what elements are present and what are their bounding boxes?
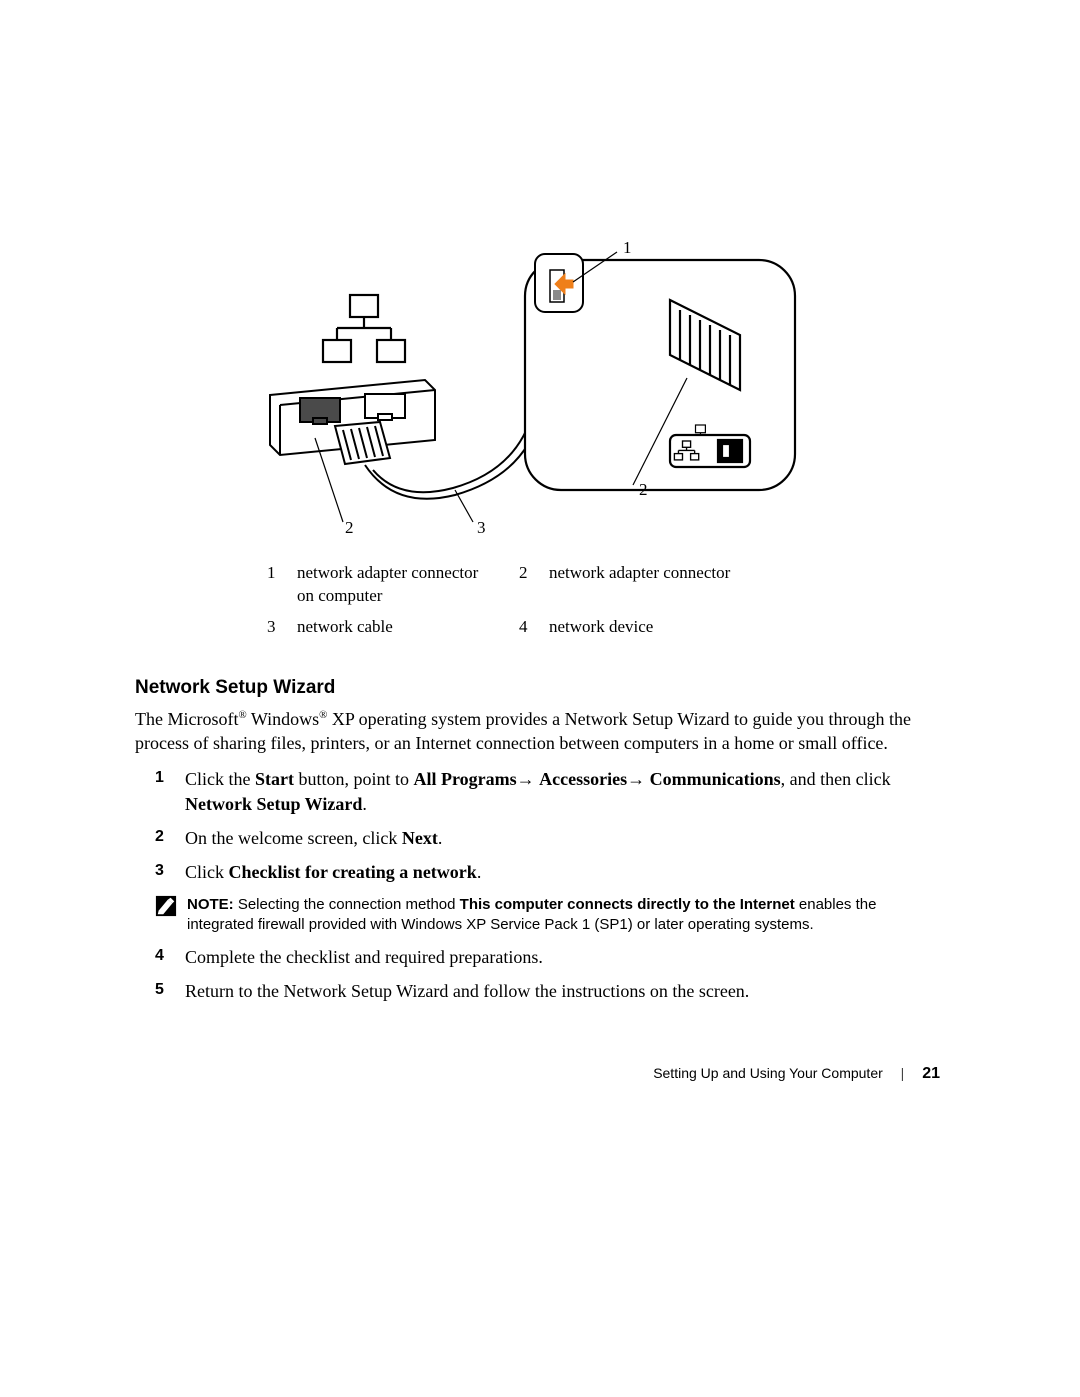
footer-separator: | [901,1065,905,1081]
legend-num: 3 [267,616,295,645]
step-bold: Next [402,828,438,848]
step-item: 4 Complete the checklist and required pr… [155,945,945,969]
registered-mark: ® [238,709,246,721]
step-text: , and then click [781,769,891,789]
step-text: Complete the checklist and required prep… [185,947,543,967]
steps-list: 1 Click the Start button, point to All P… [155,767,945,884]
step-bold: Checklist for creating a network [229,862,477,882]
step-bold: Start [255,769,294,789]
step-bold: All Programs [414,769,517,789]
steps-list-cont: 4 Complete the checklist and required pr… [155,945,945,1004]
callout-2b: 2 [345,518,354,538]
legend-num: 2 [519,562,547,614]
step-bold: Communications [650,769,781,789]
step-text: . [438,828,443,848]
legend-num: 1 [267,562,295,614]
step-number: 4 [155,945,164,967]
step-item: 3 Click Checklist for creating a network… [155,860,945,884]
callout-3: 3 [477,518,486,538]
step-number: 1 [155,767,164,789]
step-bold: Network Setup Wizard [185,794,362,814]
note-text: NOTE: Selecting the connection method Th… [187,895,945,936]
intro-text: Windows [247,709,319,729]
step-text: Return to the Network Setup Wizard and f… [185,981,749,1001]
step-bold: Accessories [539,769,627,789]
note-part: Selecting the connection method [234,896,460,913]
section-heading: Network Setup Wizard [135,677,945,699]
callout-1: 1 [623,238,632,258]
page-footer: Setting Up and Using Your Computer | 21 [653,1065,940,1083]
legend-text: network adapter connector on computer [297,562,517,614]
step-text: . [477,862,482,882]
step-text: button, point to [294,769,414,789]
legend-text: network adapter connector [549,562,769,614]
callout-2a: 2 [639,480,648,500]
step-number: 5 [155,979,164,1001]
network-diagram: 1 2 2 3 [195,240,895,540]
note-icon [155,895,177,917]
step-text: Click [185,862,229,882]
arrow: → [517,769,540,789]
footer-page-number: 21 [922,1065,940,1082]
diagram-svg [195,240,895,540]
step-text: . [362,794,367,814]
legend-text: network device [549,616,769,645]
step-text: Click the [185,769,255,789]
step-number: 2 [155,826,164,848]
step-item: 5 Return to the Network Setup Wizard and… [155,979,945,1003]
note-block: NOTE: Selecting the connection method Th… [155,895,945,936]
intro-text: The Microsoft [135,709,238,729]
page-content: 1 2 2 3 1 network adapter connector on c… [135,240,945,1014]
step-item: 2 On the welcome screen, click Next. [155,826,945,850]
intro-paragraph: The Microsoft® Windows® XP operating sys… [135,707,945,756]
note-bold: This computer connects directly to the I… [460,896,795,913]
note-label: NOTE: [187,896,234,913]
arrow: → [627,769,650,789]
diagram-legend: 1 network adapter connector on computer … [265,560,771,647]
step-number: 3 [155,860,164,882]
footer-chapter: Setting Up and Using Your Computer [653,1065,883,1081]
legend-text: network cable [297,616,517,645]
step-text: On the welcome screen, click [185,828,402,848]
legend-num: 4 [519,616,547,645]
step-item: 1 Click the Start button, point to All P… [155,767,945,816]
